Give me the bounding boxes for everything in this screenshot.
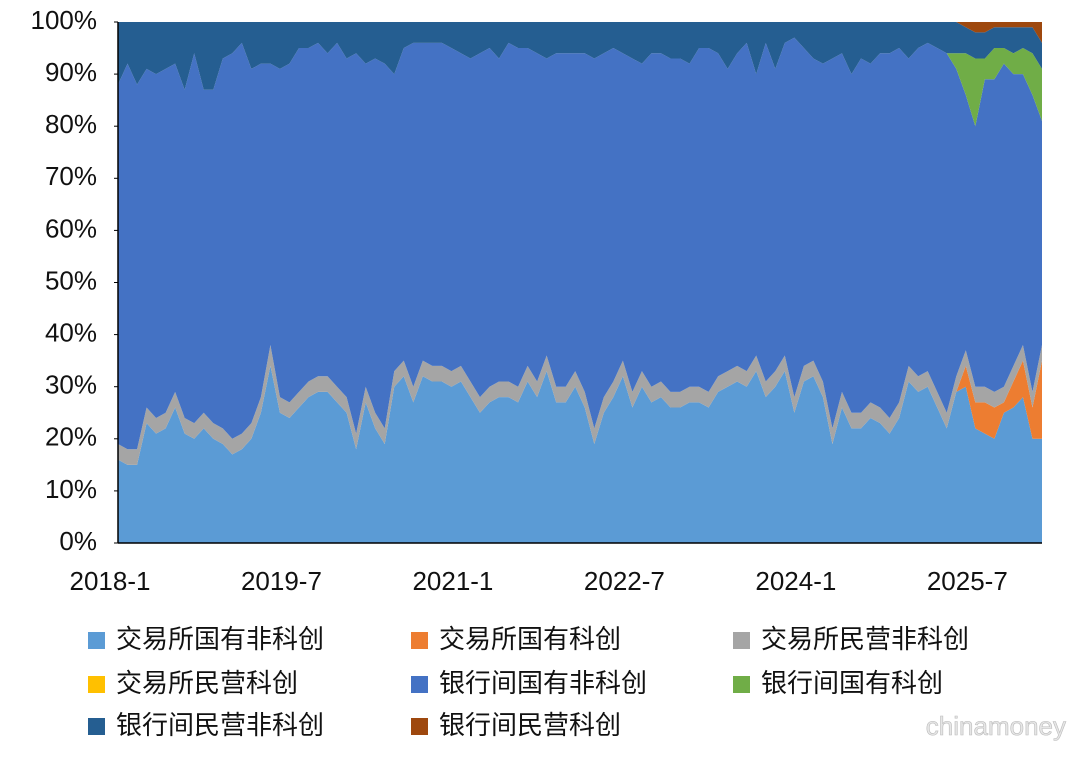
legend-label: 银行间国有科创 [761, 668, 943, 698]
x-tick-label: 2025-7 [927, 566, 1008, 596]
area [118, 37, 1042, 450]
y-tick-label: 30% [45, 370, 97, 400]
x-tick-label: 2021-1 [412, 566, 493, 596]
x-tick-label: 2024-1 [755, 566, 836, 596]
legend-label: 交易所民营科创 [116, 668, 298, 698]
plot-area [118, 22, 1042, 543]
legend-label: 交易所民营非科创 [761, 624, 969, 654]
x-tick-label: 2018-1 [70, 566, 151, 596]
y-tick-label: 40% [45, 317, 97, 347]
legend-swatch [88, 676, 105, 693]
legend-label: 交易所国有非科创 [116, 624, 324, 654]
y-tick-label: 60% [45, 213, 97, 243]
legend-label: 银行间国有非科创 [439, 668, 647, 698]
y-tick-label: 100% [31, 5, 98, 35]
y-tick-label: 20% [45, 422, 97, 452]
y-tick-label: 10% [45, 474, 97, 504]
legend-label: 银行间民营非科创 [116, 710, 324, 740]
legend-swatch [733, 632, 750, 649]
watermark: chinamoney [926, 711, 1066, 741]
legend-swatch [88, 718, 105, 735]
legend-label: 银行间民营科创 [439, 710, 621, 740]
y-tick-label: 50% [45, 265, 97, 295]
x-tick-label: 2022-7 [584, 566, 665, 596]
x-tick-label: 2019-7 [241, 566, 322, 596]
legend-label: 交易所国有科创 [439, 624, 621, 654]
legend-swatch [411, 676, 428, 693]
legend-swatch [411, 718, 428, 735]
y-tick-label: 0% [59, 526, 97, 556]
area [118, 365, 1042, 543]
legend-swatch [733, 676, 750, 693]
legend-swatch [411, 632, 428, 649]
area [118, 345, 1042, 465]
area [118, 22, 1042, 90]
axes: 0% 10% 20% 30% 40% 50% 60% 70% 80% 90% 100% 2018-1 2… [31, 5, 1042, 596]
y-tick-label: 80% [45, 109, 97, 139]
legend-swatch [88, 632, 105, 649]
y-tick-label: 90% [45, 57, 97, 87]
y-tick-label: 70% [45, 161, 97, 191]
